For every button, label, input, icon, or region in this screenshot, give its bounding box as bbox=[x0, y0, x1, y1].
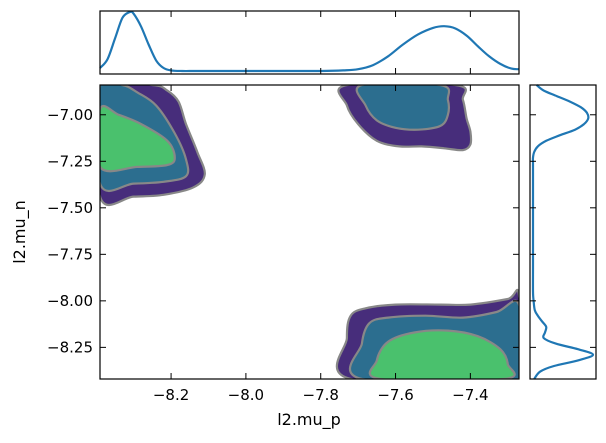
contour-fills bbox=[100, 85, 519, 379]
top-marginal-frame bbox=[99, 10, 520, 75]
y-tick-label: −7.25 bbox=[47, 152, 93, 170]
contour-middle-region-2 bbox=[355, 85, 451, 131]
contour-inner-region-1 bbox=[100, 104, 176, 173]
y-axis-label: l2.mu_n bbox=[10, 200, 30, 264]
y-tick-label: −8.25 bbox=[47, 338, 93, 356]
y-tick-label: −8.00 bbox=[47, 292, 93, 310]
contour-inner-region-3 bbox=[368, 329, 516, 379]
x-tick-label: −7.8 bbox=[303, 386, 339, 404]
y-tick-label: −7.50 bbox=[47, 199, 93, 217]
x-tick-label: −7.4 bbox=[452, 386, 488, 404]
y-tick-label: −7.00 bbox=[47, 106, 93, 124]
right-marginal-panel bbox=[529, 84, 597, 380]
top-marginal-panel bbox=[99, 10, 520, 75]
right-marginal-density-line bbox=[531, 84, 595, 380]
x-tick-label: −8.2 bbox=[153, 386, 189, 404]
main-contour-panel: −8.2 −8.0 −7.8 −7.6 −7.4 −7.00 −7.25 −7.50 −7.75… bbox=[47, 84, 520, 404]
right-marginal-frame bbox=[529, 84, 597, 380]
x-axis-label: l2.mu_p bbox=[277, 410, 341, 430]
x-tick-label: −8.0 bbox=[228, 386, 264, 404]
top-marginal-density-line bbox=[99, 10, 520, 73]
main-axes-frame bbox=[99, 84, 520, 380]
y-tick-label: −7.75 bbox=[47, 245, 93, 263]
x-tick-label: −7.6 bbox=[377, 386, 413, 404]
